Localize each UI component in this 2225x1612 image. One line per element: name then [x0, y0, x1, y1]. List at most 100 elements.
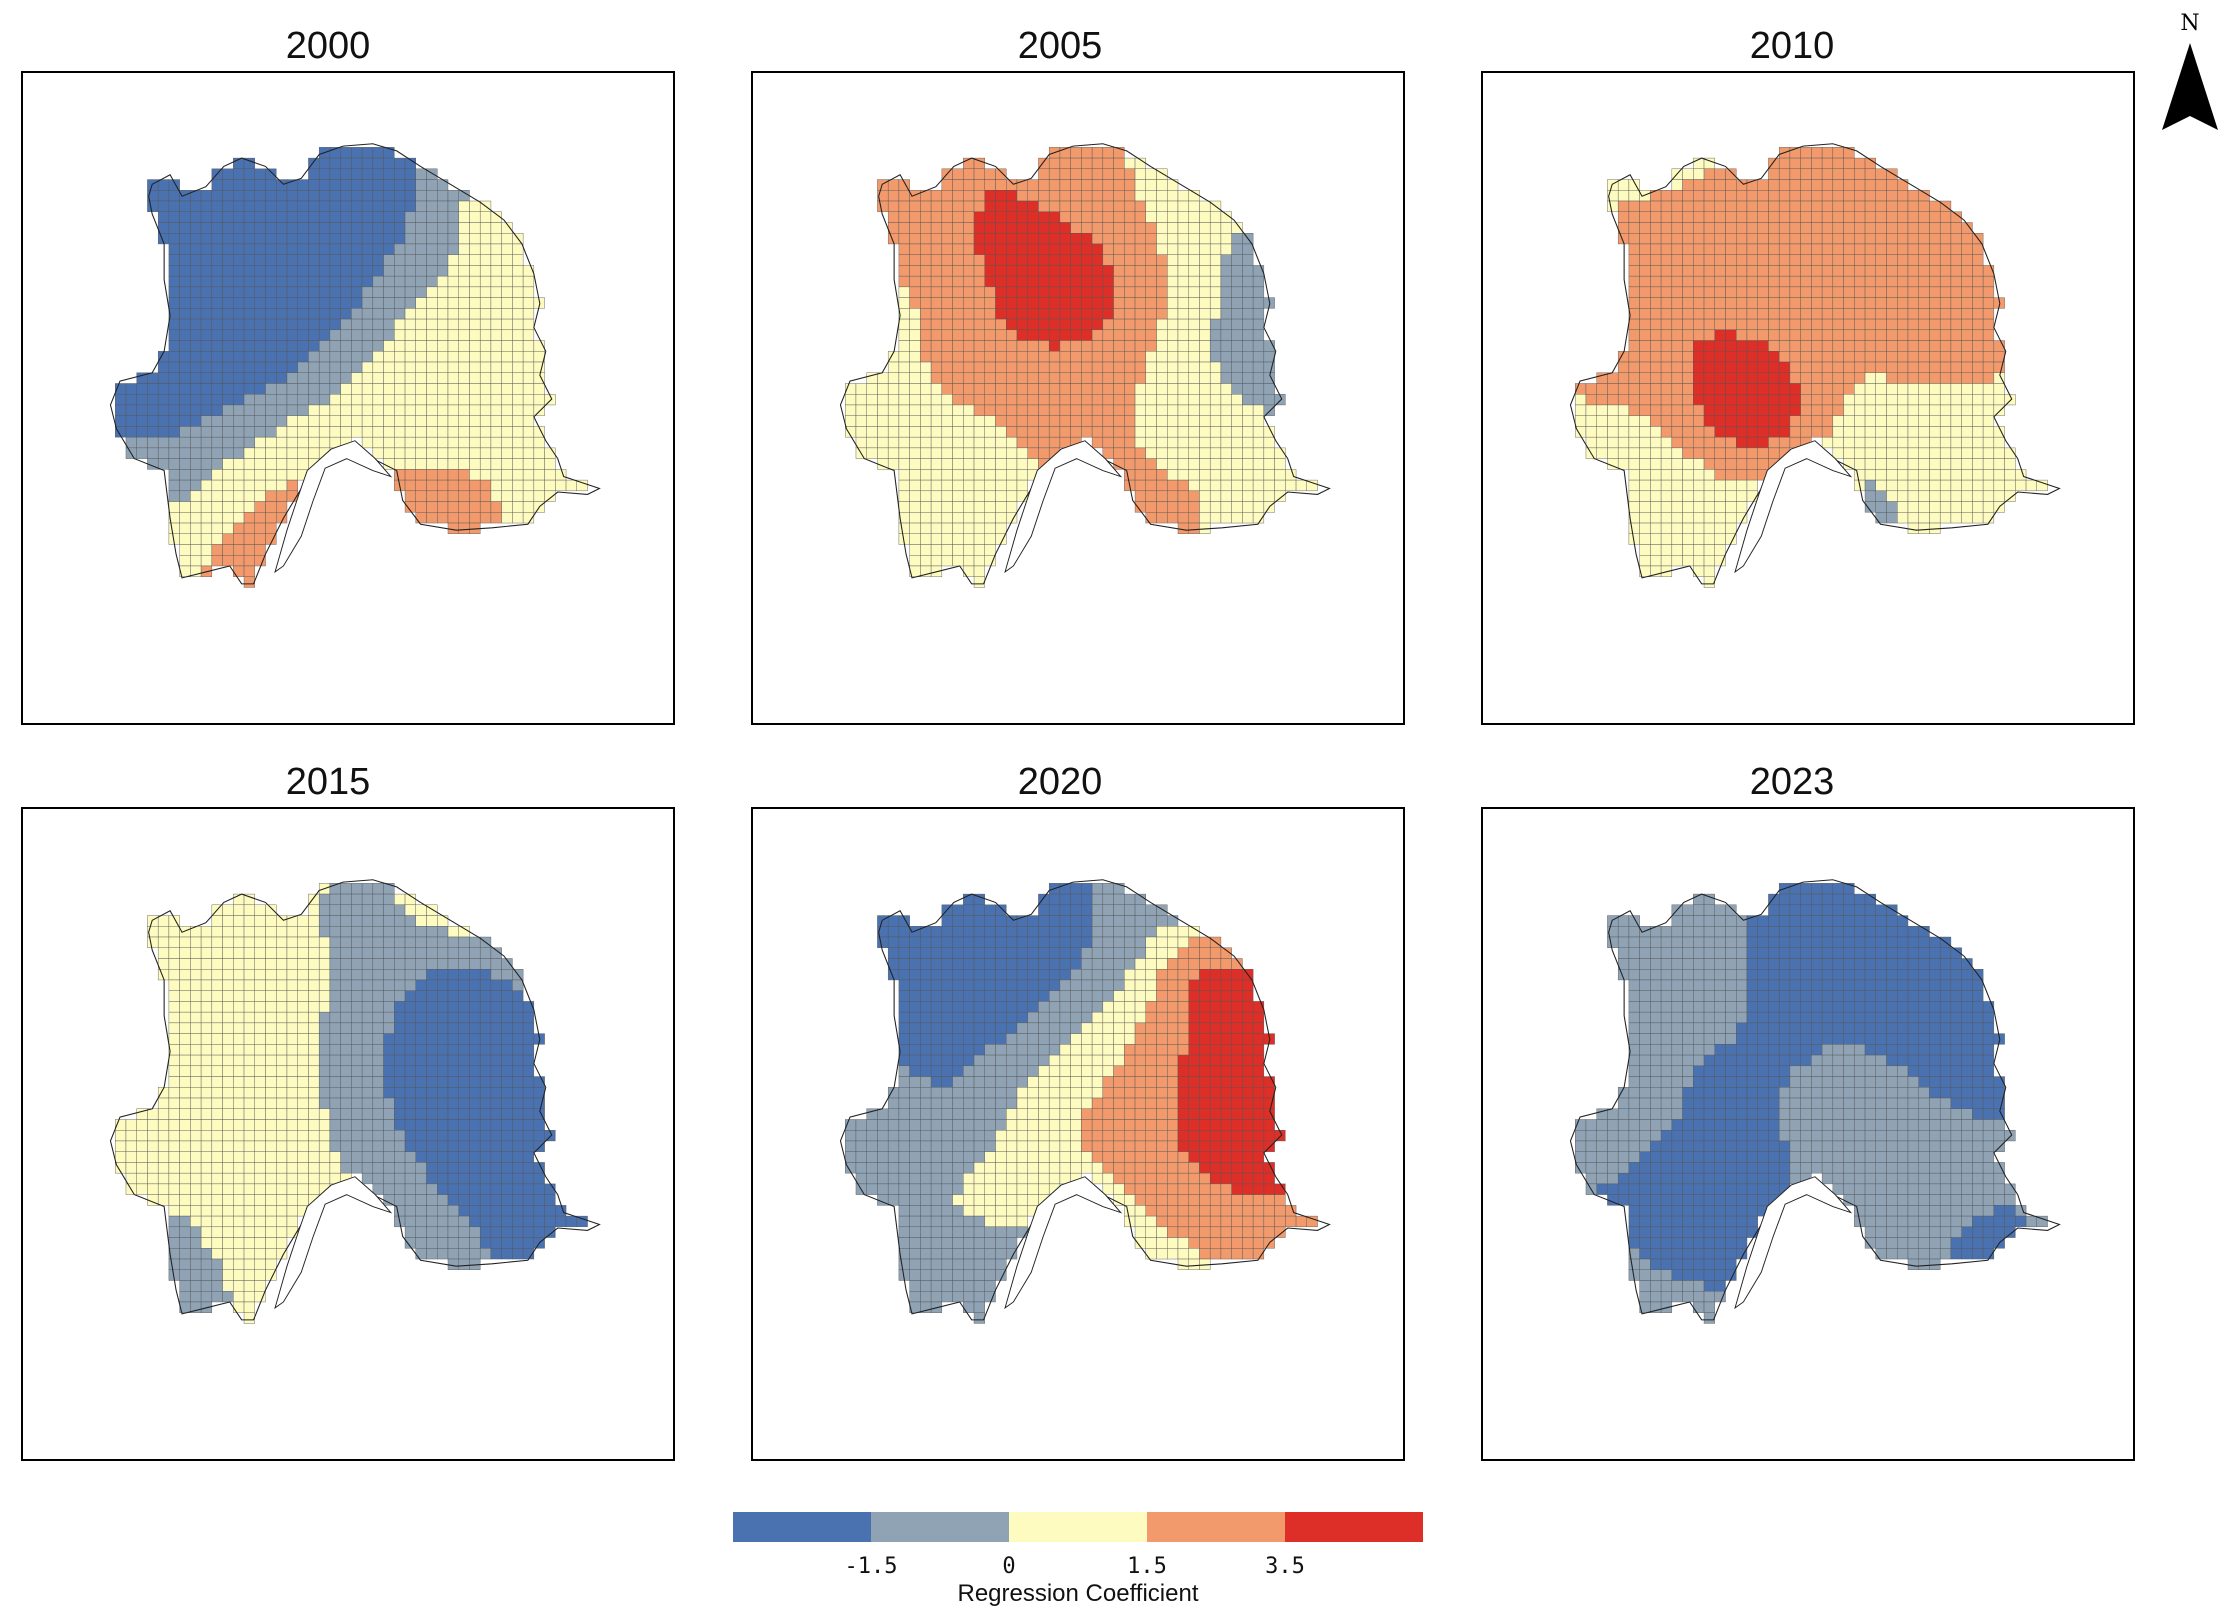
grid-cell	[1607, 404, 1619, 416]
grid-cell	[479, 436, 492, 449]
grid-cell	[1177, 308, 1189, 320]
grid-cell	[1918, 329, 1930, 341]
grid-cell	[1016, 265, 1028, 277]
grid-cell	[1048, 979, 1061, 991]
grid-cell	[1607, 383, 1619, 395]
grid-cell	[136, 1183, 148, 1195]
grid-cell	[190, 555, 202, 567]
grid-cell	[254, 447, 266, 459]
grid-cell	[190, 340, 202, 352]
grid-cell	[941, 415, 953, 427]
grid-cell	[898, 447, 910, 459]
grid-cell	[1220, 383, 1232, 395]
grid-cell	[222, 1044, 234, 1056]
grid-cell	[318, 1001, 331, 1013]
grid-cell	[1800, 372, 1812, 384]
grid-cell	[265, 926, 277, 938]
grid-cell	[383, 1076, 395, 1088]
grid-cell	[243, 222, 255, 234]
grid-cell	[1027, 265, 1039, 277]
grid-cell	[522, 490, 535, 502]
grid-cell	[1167, 426, 1179, 438]
grid-cell	[437, 936, 449, 948]
grid-cell	[1736, 501, 1748, 513]
grid-cell	[920, 426, 932, 438]
grid-cell	[898, 318, 910, 331]
grid-cell	[1177, 447, 1189, 459]
grid-cell	[190, 1162, 202, 1174]
grid-cell	[909, 947, 921, 959]
grid-cell	[1027, 200, 1039, 212]
grid-cell	[1209, 947, 1222, 959]
grid-cell	[1177, 190, 1189, 202]
grid-cell	[318, 404, 331, 416]
grid-cell	[222, 372, 234, 384]
grid-cell	[190, 479, 202, 492]
grid-cell	[447, 297, 459, 309]
grid-cell	[447, 1151, 459, 1163]
grid-cell	[340, 1022, 352, 1034]
grid-cell	[1006, 394, 1018, 406]
grid-cell	[1875, 479, 1887, 492]
grid-cell	[383, 436, 395, 449]
grid-cell	[1918, 211, 1930, 223]
grid-cell	[522, 426, 535, 438]
grid-cell	[479, 969, 492, 981]
grid-cell	[1821, 340, 1834, 352]
grid-cell	[265, 233, 277, 245]
grid-cell	[1188, 308, 1200, 320]
grid-cell	[404, 958, 416, 970]
grid-cell	[329, 318, 341, 331]
grid-cell	[952, 415, 964, 427]
grid-cell	[898, 936, 910, 948]
grid-cell	[898, 1022, 910, 1034]
grid-cell	[1252, 490, 1265, 502]
grid-cell	[855, 426, 867, 438]
grid-cell	[1145, 286, 1157, 298]
grid-cell	[297, 286, 309, 298]
grid-cell	[1714, 469, 1726, 481]
grid-cell	[1156, 394, 1168, 406]
grid-cell	[168, 447, 180, 459]
grid-cell	[458, 1194, 470, 1206]
grid-cell	[276, 469, 288, 481]
grid-cell	[200, 1119, 213, 1131]
grid-cell	[179, 1033, 191, 1045]
grid-cell	[1886, 233, 1898, 245]
grid-cell	[469, 265, 481, 277]
grid-cell	[1660, 436, 1673, 449]
grid-cell	[1918, 308, 1930, 320]
grid-cell	[415, 1140, 427, 1152]
grid-cell	[1048, 265, 1061, 277]
grid-cell	[1081, 979, 1093, 991]
grid-cell	[1059, 990, 1071, 1002]
grid-cell	[243, 501, 255, 513]
grid-cell	[308, 222, 320, 234]
grid-cell	[1628, 426, 1640, 438]
grid-cell	[383, 1087, 395, 1099]
grid-cell	[952, 340, 964, 352]
grid-cell	[1714, 297, 1726, 309]
grid-cell	[1886, 254, 1898, 266]
grid-cell	[1038, 308, 1050, 320]
grid-cell	[233, 512, 245, 524]
grid-cell	[1811, 147, 1823, 159]
grid-cell	[351, 947, 363, 959]
grid-cell	[1832, 243, 1844, 255]
grid-cell	[1242, 383, 1254, 395]
grid-cell	[372, 969, 384, 981]
grid-cell	[179, 969, 191, 981]
grid-cell	[1016, 958, 1028, 970]
grid-cell	[490, 1108, 502, 1120]
grid-cell	[1811, 426, 1823, 438]
grid-cell	[351, 1022, 363, 1034]
grid-cell	[1639, 501, 1651, 513]
grid-cell	[318, 222, 331, 234]
grid-cell	[512, 1140, 524, 1152]
grid-cell	[1081, 308, 1093, 320]
grid-cell	[1639, 447, 1651, 459]
grid-cell	[1048, 233, 1061, 245]
grid-cell	[1897, 426, 1909, 438]
grid-cell	[1006, 361, 1018, 373]
grid-cell	[361, 1076, 374, 1088]
